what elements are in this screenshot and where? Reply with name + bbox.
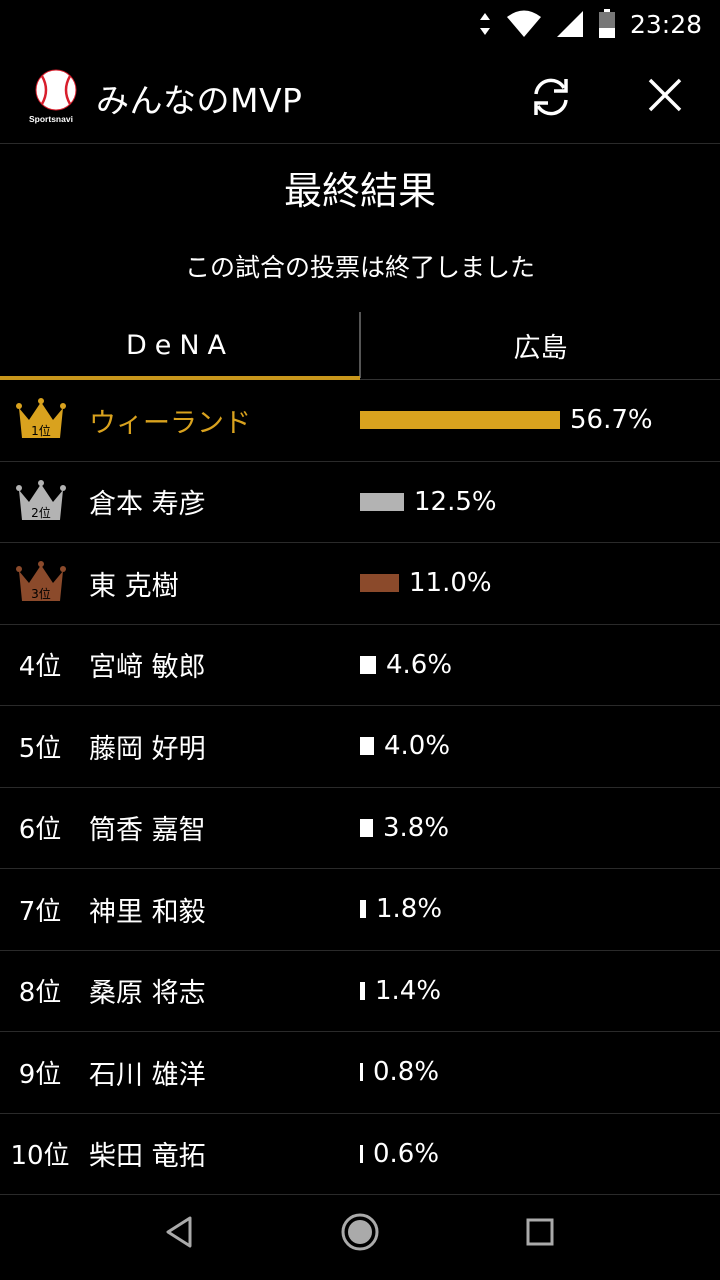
gold-crown-icon: 1位 — [16, 398, 66, 438]
vote-bar — [360, 900, 366, 918]
vote-percent: 4.0% — [384, 731, 451, 761]
tab-selected-indicator — [0, 376, 360, 380]
ranking-row[interactable]: 7位 神里 和毅 1.8% — [0, 869, 720, 951]
data-arrows-icon — [479, 13, 490, 35]
rank-label: 9位 — [18, 1059, 62, 1090]
ranking-list: 1位 ウィーランド 56.7% 2位 倉本 寿彦 12.5% 3位 東 克樹 1… — [0, 380, 720, 1195]
recent-apps-icon[interactable] — [520, 1212, 560, 1252]
vote-percent: 1.8% — [376, 894, 443, 924]
silver-crown-icon: 2位 — [16, 479, 66, 520]
vote-bar — [360, 411, 560, 429]
player-name: ウィーランド — [89, 407, 251, 439]
player-name: 桑原 将志 — [89, 978, 206, 1009]
result-subtitle: この試合の投票は終了しました — [184, 253, 535, 282]
rank-label: 4位 — [18, 652, 62, 682]
ranking-row[interactable]: 5位 藤岡 好明 4.0% — [0, 706, 720, 788]
ranking-row[interactable]: 6位 筒香 嘉智 3.8% — [0, 788, 720, 869]
vote-percent: 4.6% — [386, 649, 453, 680]
close-icon[interactable] — [644, 74, 686, 116]
vote-bar — [360, 818, 373, 837]
player-name: 柴田 竜拓 — [89, 1141, 206, 1172]
vote-bar — [360, 655, 376, 674]
rank-label: 8位 — [18, 978, 62, 1008]
rank-label: 10位 — [10, 1141, 70, 1171]
navigation-bar — [0, 1184, 720, 1280]
player-name: 倉本 寿彦 — [89, 489, 206, 520]
vote-percent: 11.0% — [409, 568, 492, 598]
player-name: 神里 和毅 — [89, 896, 206, 928]
player-name: 宮﨑 敏郎 — [89, 652, 206, 683]
ranking-row[interactable]: 9位 石川 雄洋 0.8% — [0, 1032, 720, 1114]
ranking-row[interactable]: 8位 桑原 将志 1.4% — [0, 951, 720, 1032]
refresh-icon[interactable] — [528, 74, 574, 120]
ranking-row[interactable]: 10位 柴田 竜拓 0.6% — [0, 1114, 720, 1195]
rank-label: 1位 — [31, 423, 51, 438]
vote-bar — [360, 1063, 363, 1081]
ranking-row[interactable]: 4位 宮﨑 敏郎 4.6% — [0, 625, 720, 706]
vote-bar — [360, 737, 374, 755]
bronze-crown-icon: 3位 — [16, 561, 66, 601]
vote-percent: 0.6% — [373, 1138, 440, 1169]
status-time: 23:28 — [629, 9, 702, 39]
home-icon[interactable] — [340, 1212, 380, 1252]
rank-label: 6位 — [18, 815, 62, 845]
logo-text: Sportsnavi — [29, 114, 73, 124]
baseball-logo-icon: Sportsnavi — [28, 69, 84, 124]
rank-label: 7位 — [18, 896, 62, 927]
app-title: みんなのMVP — [96, 81, 303, 120]
vote-percent: 3.8% — [383, 812, 450, 843]
wifi-icon — [506, 10, 541, 37]
signal-icon — [556, 11, 583, 37]
result-title: 最終結果 — [283, 169, 436, 213]
ranking-row[interactable]: 1位 ウィーランド 56.7% — [0, 380, 720, 462]
tab-hiroshima[interactable]: 広島 — [513, 332, 568, 364]
ranking-row[interactable]: 3位 東 克樹 11.0% — [0, 543, 720, 625]
vote-bar — [360, 981, 365, 1000]
app-header: Sportsnavi みんなのMVP — [0, 48, 720, 144]
player-name: 藤岡 好明 — [89, 733, 206, 765]
vote-bar — [360, 574, 399, 592]
battery-icon — [598, 9, 615, 38]
vote-bar — [360, 1144, 363, 1163]
rank-label: 2位 — [31, 505, 51, 520]
player-name: 石川 雄洋 — [89, 1059, 206, 1091]
rank-label: 5位 — [18, 733, 62, 764]
tab-dena[interactable]: DeNA — [125, 329, 235, 361]
tab-divider — [359, 312, 361, 378]
player-name: 筒香 嘉智 — [89, 815, 206, 846]
vote-percent: 56.7% — [570, 405, 653, 435]
status-bar: 23:28 — [0, 0, 720, 48]
team-tabs: DeNA 広島 — [0, 310, 720, 380]
player-name: 東 克樹 — [89, 570, 179, 602]
vote-percent: 1.4% — [375, 975, 442, 1006]
vote-percent: 0.8% — [373, 1057, 440, 1087]
back-icon[interactable] — [160, 1212, 200, 1252]
vote-bar — [360, 492, 404, 511]
rank-label: 3位 — [31, 586, 51, 601]
ranking-row[interactable]: 2位 倉本 寿彦 12.5% — [0, 462, 720, 543]
vote-percent: 12.5% — [414, 486, 497, 517]
